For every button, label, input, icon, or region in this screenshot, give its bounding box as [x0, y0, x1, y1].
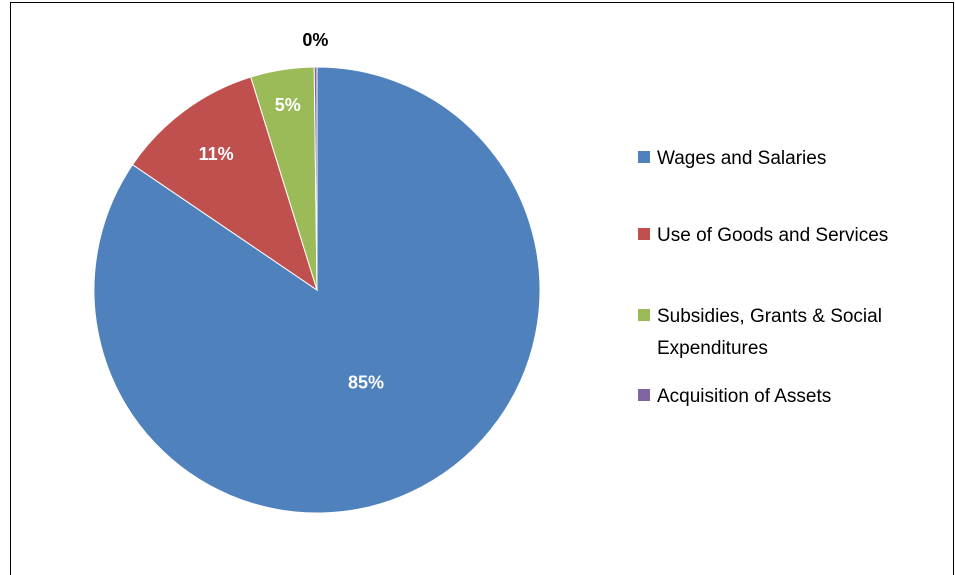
legend-label-1: Wages and Salaries [657, 148, 826, 169]
legend-label-2: Use of Goods and Services [657, 225, 888, 246]
legend-item-2: Use of Goods and Services [638, 225, 888, 246]
slice-data-label-1: 85% [348, 373, 384, 393]
legend: Wages and Salaries Use of Goods and Servi… [638, 148, 888, 407]
legend-label-3: Subsidies, Grants & Social [657, 306, 882, 327]
legend-swatch-2 [638, 228, 650, 240]
pie-slices [94, 67, 540, 513]
slice-data-label-2: 11% [199, 144, 234, 164]
legend-swatch-4 [638, 389, 650, 401]
slice-data-label-3: 5% [275, 95, 301, 115]
legend-item-3: Subsidies, Grants & Social Expenditures [638, 306, 882, 359]
legend-item-4: Acquisition of Assets [638, 386, 831, 407]
legend-swatch-3 [638, 309, 650, 321]
legend-label-4: Acquisition of Assets [657, 386, 831, 407]
legend-swatch-1 [638, 151, 650, 163]
slice-data-label-4: 0% [302, 30, 328, 50]
legend-item-1: Wages and Salaries [638, 148, 826, 169]
legend-label-3: Expenditures [657, 338, 768, 359]
